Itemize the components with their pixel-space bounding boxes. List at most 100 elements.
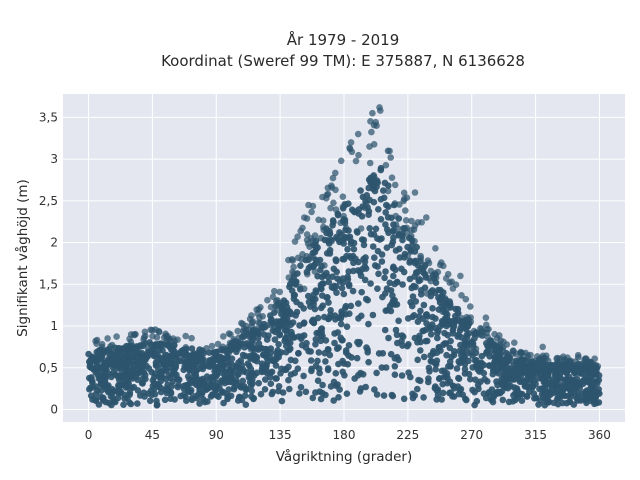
data-point [580,377,587,384]
data-point [161,365,168,373]
data-point [127,400,135,408]
data-point [269,293,277,301]
data-point [121,362,129,370]
data-point [441,309,449,316]
data-point [547,364,555,371]
data-point [312,389,319,396]
data-point [391,280,398,288]
data-point [360,241,368,249]
data-point [242,401,250,409]
data-point [344,361,352,368]
data-point [267,345,275,352]
data-point [520,367,528,375]
data-point [250,395,257,403]
data-point [370,198,378,206]
data-point [395,317,402,325]
data-point [113,333,120,340]
data-point [446,344,454,352]
data-point [155,346,163,354]
data-point [314,272,321,280]
data-point [442,372,450,380]
data-point [450,382,457,390]
data-point [578,395,586,402]
data-point [414,385,421,393]
data-point [429,313,436,321]
data-point [379,350,387,357]
data-point [447,304,454,311]
data-point [145,365,153,372]
data-point [94,363,102,371]
data-point [444,379,451,387]
data-point [366,225,374,232]
data-point [312,341,319,348]
data-point [382,221,389,228]
data-point [535,401,542,408]
data-point [590,366,597,374]
data-point [374,285,381,293]
data-point [347,302,355,310]
data-point [389,292,396,299]
data-point [492,348,500,355]
data-point [539,343,546,351]
data-point [302,388,310,396]
data-point [305,201,312,209]
data-point [462,295,470,303]
data-point [225,386,233,393]
data-point [163,385,171,392]
data-point [375,206,382,213]
data-point [382,364,390,371]
data-point [389,238,397,246]
data-point [115,390,123,397]
data-point [366,159,374,167]
data-point [400,268,408,276]
data-point [440,289,447,296]
data-point [387,307,395,315]
data-point [390,263,397,271]
data-point [206,349,213,356]
data-point [377,164,385,172]
data-point [265,332,272,339]
data-point [435,306,443,313]
y-axis-label: Signifikant våghöjd (m) [14,179,31,337]
data-point [434,268,442,276]
data-point [391,371,399,379]
data-point [212,366,220,374]
data-point [390,226,397,234]
data-point [354,130,362,138]
data-point [281,312,289,320]
data-point [123,369,130,376]
data-point [391,363,399,370]
data-point [117,345,125,353]
data-point [546,391,554,399]
data-point [324,365,332,372]
data-point [499,396,507,404]
data-point [403,194,411,201]
data-point [529,383,537,390]
data-point [440,262,447,270]
data-point [120,401,127,409]
data-point [325,299,332,306]
data-point [315,216,322,224]
data-point [381,274,388,282]
data-point [219,389,226,396]
data-point [274,326,282,333]
data-point [362,197,369,205]
data-point [297,383,305,391]
data-point [319,302,327,310]
data-point [439,389,447,397]
data-point [248,387,256,395]
data-point [232,366,240,373]
data-point [255,379,262,387]
data-point [402,217,410,224]
data-point [502,371,509,378]
data-point [285,363,292,371]
data-point [370,231,378,238]
data-point [146,397,154,405]
data-point [137,343,144,350]
data-point [212,348,220,356]
data-point [357,272,365,280]
data-point [304,240,312,247]
data-point [292,312,300,319]
data-point [118,374,125,382]
data-point [239,377,247,385]
